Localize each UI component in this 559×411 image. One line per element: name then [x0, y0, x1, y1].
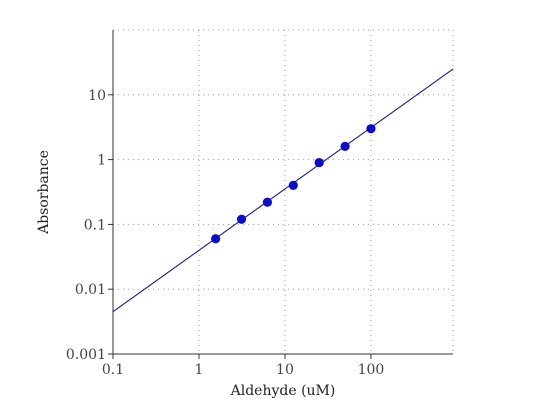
grid: [112, 29, 454, 355]
y-tick-label: 0.01: [75, 282, 106, 298]
x-tick-label: 0.1: [102, 362, 124, 378]
fit-line: [112, 68, 454, 313]
x-axis-title: Aldehyde (uM): [230, 383, 336, 399]
data-point: [288, 180, 298, 190]
x-tick-label: 10: [276, 362, 294, 378]
x-tick-label: 1: [195, 362, 204, 378]
y-ticks: 0.001 0.01 0.1 1 10: [66, 88, 113, 363]
series: [112, 68, 454, 313]
x-ticks: 0.1 1 10 100: [102, 354, 384, 378]
y-tick-label: 10: [88, 88, 106, 104]
data-point: [314, 157, 324, 168]
x-tick-label: 100: [358, 362, 385, 378]
data-point: [236, 214, 247, 224]
axes: [112, 30, 453, 355]
y-tick-label: 0.1: [84, 217, 106, 233]
data-point: [211, 234, 221, 244]
y-axis-title: Absorbance: [36, 150, 52, 235]
data-point: [262, 197, 273, 207]
data-point: [366, 124, 376, 134]
data-point: [340, 141, 350, 151]
y-tick-label: 1: [97, 153, 106, 169]
y-tick-label: 0.001: [66, 347, 106, 363]
